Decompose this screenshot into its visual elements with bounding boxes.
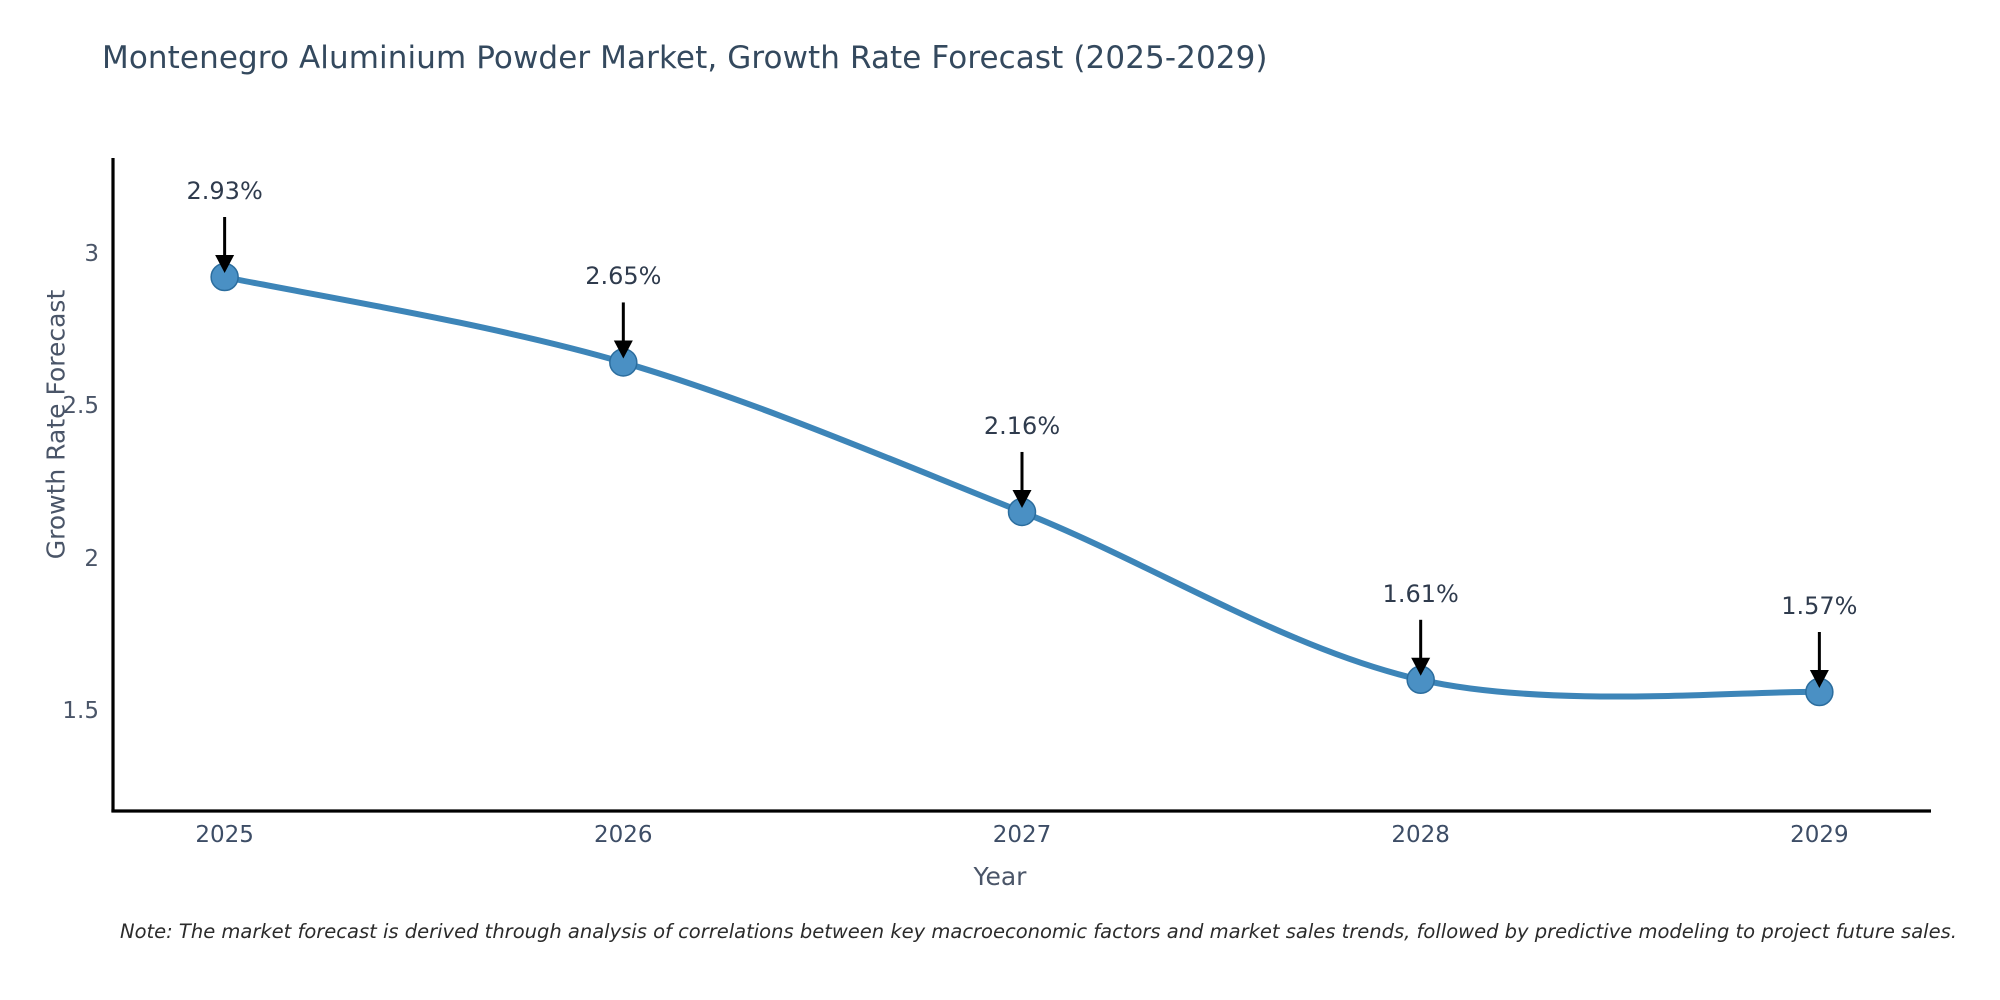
x-axis-title: Year	[973, 862, 1027, 891]
annotation-arrows	[215, 217, 1829, 688]
x-tick-label: 2025	[195, 822, 254, 848]
data-point-label: 2.65%	[585, 262, 662, 291]
data-point-label: 1.57%	[1781, 591, 1858, 620]
annotation-arrow-head	[1411, 657, 1431, 676]
chart-note: Note: The market forecast is derived thr…	[120, 920, 1957, 943]
chart-title: Montenegro Aluminium Powder Market, Grow…	[102, 40, 1268, 76]
data-point-label: 2.16%	[983, 411, 1061, 440]
x-tick-label: 2029	[1790, 822, 1849, 848]
annotation-arrow-head	[1809, 670, 1829, 688]
annotation-arrow-head	[613, 340, 633, 359]
y-tick-label: 3	[84, 240, 99, 267]
x-tick-label: 2027	[992, 822, 1052, 848]
annotation-arrow-head	[1012, 489, 1032, 508]
y-tick-label: 2	[84, 545, 99, 572]
y-tick-label: 1.5	[62, 698, 99, 725]
y-tick-label: 2.5	[62, 393, 99, 420]
data-point-label: 2.93%	[186, 177, 263, 205]
x-tick-label: 2028	[1391, 822, 1450, 848]
series-markers	[210, 262, 1834, 707]
data-point-label: 1.61%	[1382, 579, 1459, 608]
annotation-arrow-head	[215, 255, 235, 273]
x-tick-label: 2026	[594, 822, 653, 848]
